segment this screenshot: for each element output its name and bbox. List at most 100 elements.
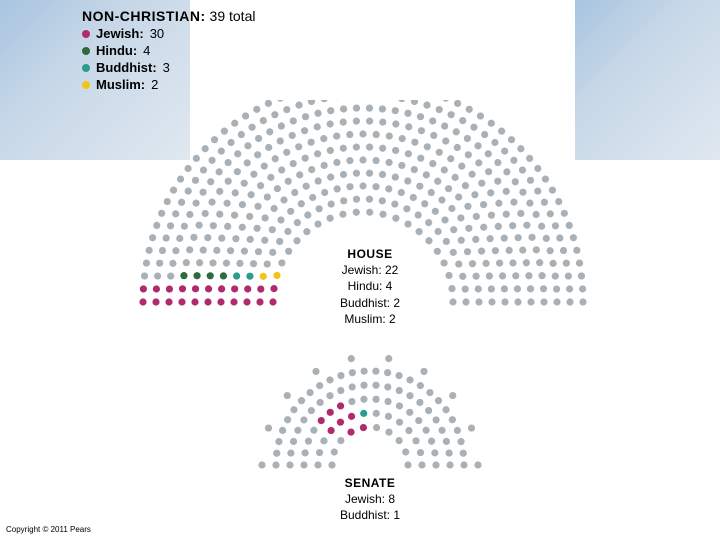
seat-dot — [200, 166, 207, 173]
seat-dot — [165, 298, 172, 305]
seat-dot — [149, 234, 156, 241]
seat-dot — [239, 224, 246, 231]
seat-dot — [465, 225, 472, 232]
seat-dot — [499, 272, 506, 279]
seat-dot — [549, 187, 556, 194]
seat-dot — [159, 247, 166, 254]
seat-dot — [270, 285, 277, 292]
seat-dot — [373, 424, 380, 431]
seat-dot — [349, 383, 356, 390]
seat-dot — [244, 142, 251, 149]
seat-dot — [503, 188, 510, 195]
seat-dot — [472, 236, 479, 243]
seat-dot — [379, 211, 386, 218]
seat-dot — [503, 168, 510, 175]
seat-dot — [328, 461, 335, 468]
legend-value: 4 — [143, 43, 150, 58]
seat-dot — [250, 260, 257, 267]
seat-dot — [494, 178, 501, 185]
seat-dot — [232, 189, 239, 196]
seat-dot — [269, 226, 276, 233]
seat-dot — [328, 200, 335, 207]
seat-dot — [527, 177, 534, 184]
seat-dot — [213, 247, 220, 254]
seat-dot — [372, 368, 379, 375]
seat-dot — [471, 191, 478, 198]
legend-dot-icon — [82, 47, 90, 55]
seat-dot — [442, 137, 449, 144]
seat-dot — [434, 228, 441, 235]
seat-dot — [442, 406, 449, 413]
seat-dot — [418, 461, 425, 468]
seat-dot — [172, 210, 179, 217]
seat-dot — [565, 272, 572, 279]
seat-dot — [238, 131, 245, 138]
seat-dot — [396, 387, 403, 394]
legend-dot-icon — [82, 30, 90, 38]
seat-dot — [416, 183, 423, 190]
legend-item: Jewish: 30 — [82, 26, 255, 41]
seat-dot — [392, 215, 399, 222]
seat-dot — [488, 285, 495, 292]
seat-dot — [453, 128, 460, 135]
seat-dot — [246, 273, 253, 280]
seat-dot — [315, 177, 322, 184]
seat-dot — [512, 178, 519, 185]
seat-dot — [317, 399, 324, 406]
seat-dot — [403, 205, 410, 212]
seat-dot — [438, 196, 445, 203]
legend-value: 3 — [163, 60, 170, 75]
seat-dot — [428, 189, 435, 196]
seat-dot — [295, 102, 302, 109]
seat-dot — [185, 187, 192, 194]
seat-dot — [260, 117, 267, 124]
seat-dot — [156, 260, 163, 267]
seat-dot — [416, 399, 423, 406]
seat-dot — [316, 382, 323, 389]
seat-dot — [339, 211, 346, 218]
seat-dot — [470, 124, 477, 131]
seat-dot — [543, 235, 550, 242]
seat-dot — [283, 149, 290, 156]
seat-dot — [488, 298, 495, 305]
seat-dot — [241, 180, 248, 187]
seat-dot — [210, 222, 217, 229]
seat-dot — [438, 427, 445, 434]
seat-dot — [492, 247, 499, 254]
seat-dot — [153, 285, 160, 292]
seat-dot — [279, 427, 286, 434]
seat-dot — [510, 199, 517, 206]
seat-dot — [431, 449, 438, 456]
seat-dot — [447, 155, 454, 162]
seat-dot — [314, 110, 321, 117]
seat-dot — [398, 162, 405, 169]
seat-dot — [300, 416, 307, 423]
senate-caption: SENATE Jewish: 8Buddhist: 1 — [310, 475, 430, 524]
seat-dot — [448, 205, 455, 212]
seat-dot — [384, 398, 391, 405]
seat-dot — [406, 409, 413, 416]
seat-dot — [392, 107, 399, 114]
caption-line: Buddhist: 2 — [310, 295, 430, 311]
legend-value: 30 — [150, 26, 164, 41]
seat-dot — [278, 122, 285, 129]
seat-dot — [306, 389, 313, 396]
seat-dot — [445, 272, 452, 279]
seat-dot — [340, 118, 347, 125]
seat-dot — [199, 189, 206, 196]
seat-dot — [392, 147, 399, 154]
seat-dot — [462, 182, 469, 189]
seat-dot — [547, 210, 554, 217]
seat-dot — [346, 183, 353, 190]
seat-dot — [503, 211, 510, 218]
seat-dot — [448, 285, 455, 292]
seat-dot — [441, 166, 448, 173]
seat-dot — [248, 124, 255, 131]
seat-dot — [547, 247, 554, 254]
seat-dot — [285, 178, 292, 185]
seat-dot — [170, 187, 177, 194]
seat-dot — [373, 157, 380, 164]
seat-dot — [283, 106, 290, 113]
seat-dot — [423, 427, 430, 434]
legend-label: Hindu: — [96, 43, 137, 58]
